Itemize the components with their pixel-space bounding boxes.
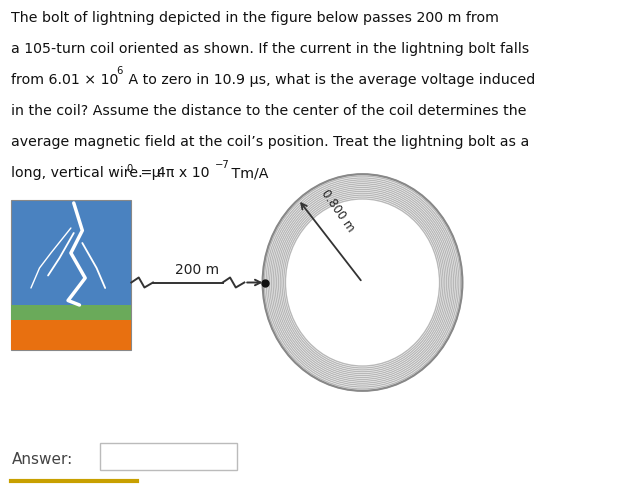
Text: in the coil? Assume the distance to the center of the coil determines the: in the coil? Assume the distance to the …	[11, 104, 527, 118]
Bar	[11, 305, 131, 323]
Text: = 4π x 10: = 4π x 10	[136, 166, 209, 180]
Text: −7: −7	[215, 160, 230, 170]
Bar	[11, 200, 131, 350]
Text: long, vertical wire.  μ: long, vertical wire. μ	[11, 166, 161, 180]
Text: 0: 0	[127, 164, 133, 173]
Text: A to zero in 10.9 μs, what is the average voltage induced: A to zero in 10.9 μs, what is the averag…	[124, 73, 535, 87]
Bar	[100, 442, 237, 470]
Text: 0.800 m: 0.800 m	[319, 187, 357, 234]
Text: average magnetic field at the coil’s position. Treat the lightning bolt as a: average magnetic field at the coil’s pos…	[11, 135, 530, 149]
Text: from 6.01 × 10: from 6.01 × 10	[11, 73, 119, 87]
Bar	[11, 320, 131, 350]
Text: Tm/A: Tm/A	[227, 166, 269, 180]
Text: The bolt of lightning depicted in the figure below passes 200 m from: The bolt of lightning depicted in the fi…	[11, 11, 500, 25]
Text: 6: 6	[116, 66, 123, 76]
Text: Answer:: Answer:	[11, 452, 72, 468]
Text: a 105-turn coil oriented as shown. If the current in the lightning bolt falls: a 105-turn coil oriented as shown. If th…	[11, 42, 530, 56]
Text: 200 m: 200 m	[175, 262, 219, 276]
